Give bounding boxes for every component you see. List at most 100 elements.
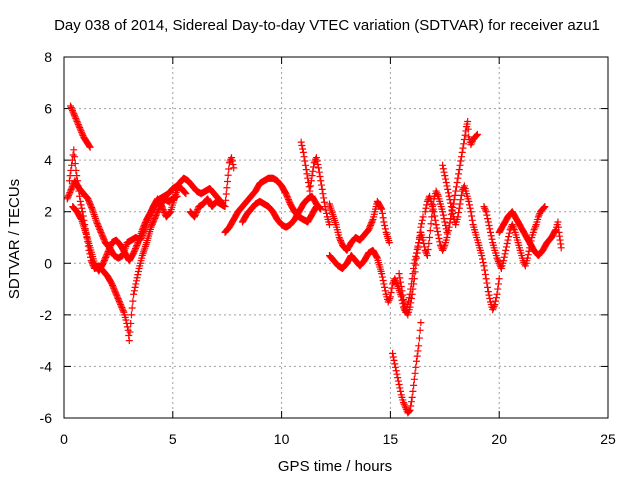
data-point — [141, 220, 149, 228]
data-point — [493, 290, 501, 298]
data-point — [441, 218, 449, 226]
data-point — [380, 218, 388, 226]
data-point — [443, 234, 451, 241]
data-point — [302, 161, 310, 169]
data-point — [500, 257, 508, 265]
series-trace-a — [67, 102, 94, 151]
y-tick-label: -4 — [40, 358, 53, 374]
data-point — [487, 232, 495, 240]
data-point — [114, 295, 122, 303]
data-point — [460, 140, 468, 148]
data-point — [406, 406, 414, 414]
data-point — [395, 380, 403, 388]
data-point — [72, 116, 80, 124]
data-point — [303, 170, 311, 178]
data-point — [393, 279, 401, 287]
data-point — [495, 275, 503, 283]
data-point — [426, 234, 434, 241]
data-point — [99, 259, 107, 267]
data-point — [384, 298, 392, 306]
data-point — [508, 221, 516, 229]
data-point — [314, 160, 322, 168]
data-point — [494, 256, 502, 264]
data-point — [454, 213, 462, 221]
data-point — [430, 208, 438, 216]
data-point — [410, 259, 418, 267]
data-point — [479, 255, 487, 263]
data-point — [77, 201, 85, 209]
data-point — [111, 287, 119, 295]
data-point — [153, 208, 161, 216]
data-point — [67, 102, 75, 110]
data-point — [412, 261, 420, 269]
data-point — [473, 131, 481, 139]
data-point — [455, 209, 463, 217]
data-point — [130, 249, 138, 257]
data-point — [484, 215, 492, 223]
data-point — [452, 187, 460, 195]
data-point — [97, 228, 105, 236]
data-point — [131, 283, 139, 291]
data-point — [439, 245, 447, 253]
data-point — [486, 295, 494, 303]
data-point — [434, 191, 442, 199]
data-point — [113, 292, 121, 300]
data-point — [85, 196, 93, 204]
data-point — [96, 225, 104, 233]
data-point — [116, 299, 124, 307]
data-point — [391, 363, 399, 371]
data-point — [510, 224, 518, 232]
data-point — [67, 186, 75, 194]
data-point — [285, 197, 293, 205]
data-point — [452, 183, 460, 191]
data-point — [224, 171, 232, 179]
data-point — [110, 286, 118, 294]
data-point — [489, 306, 497, 314]
data-point — [456, 161, 464, 169]
data-point — [74, 119, 82, 127]
data-point — [396, 274, 404, 282]
data-point — [132, 277, 140, 285]
data-point — [104, 247, 112, 255]
data-point — [399, 295, 407, 303]
data-point — [390, 356, 398, 364]
data-point — [300, 153, 308, 161]
data-point — [455, 166, 463, 174]
data-point — [71, 153, 79, 161]
data-point — [439, 161, 447, 169]
data-point — [127, 311, 135, 319]
data-point — [413, 254, 421, 262]
data-point — [442, 175, 450, 183]
data-point — [67, 104, 75, 112]
data-point — [459, 144, 467, 152]
data-point — [85, 142, 93, 150]
data-point — [307, 177, 315, 185]
data-point — [133, 274, 141, 282]
data-series — [63, 102, 565, 417]
data-point — [76, 192, 84, 200]
data-point — [337, 237, 345, 245]
data-point — [309, 167, 317, 175]
data-point — [479, 258, 487, 266]
data-point — [365, 224, 373, 232]
data-point — [131, 245, 139, 253]
data-point — [405, 407, 413, 415]
data-point — [481, 206, 489, 214]
data-point — [445, 192, 453, 200]
data-point — [132, 280, 140, 288]
data-point — [160, 207, 168, 215]
series-trace-e — [186, 154, 238, 221]
data-point — [282, 190, 290, 198]
data-point — [457, 191, 465, 199]
data-point — [494, 258, 502, 266]
data-point — [415, 334, 423, 342]
data-point — [485, 221, 493, 229]
data-point — [531, 222, 539, 230]
data-point — [378, 205, 386, 213]
data-point — [68, 161, 76, 169]
data-point — [388, 284, 396, 292]
data-point — [76, 125, 84, 133]
data-point — [483, 279, 491, 287]
data-point — [446, 219, 454, 227]
data-point — [456, 200, 464, 208]
